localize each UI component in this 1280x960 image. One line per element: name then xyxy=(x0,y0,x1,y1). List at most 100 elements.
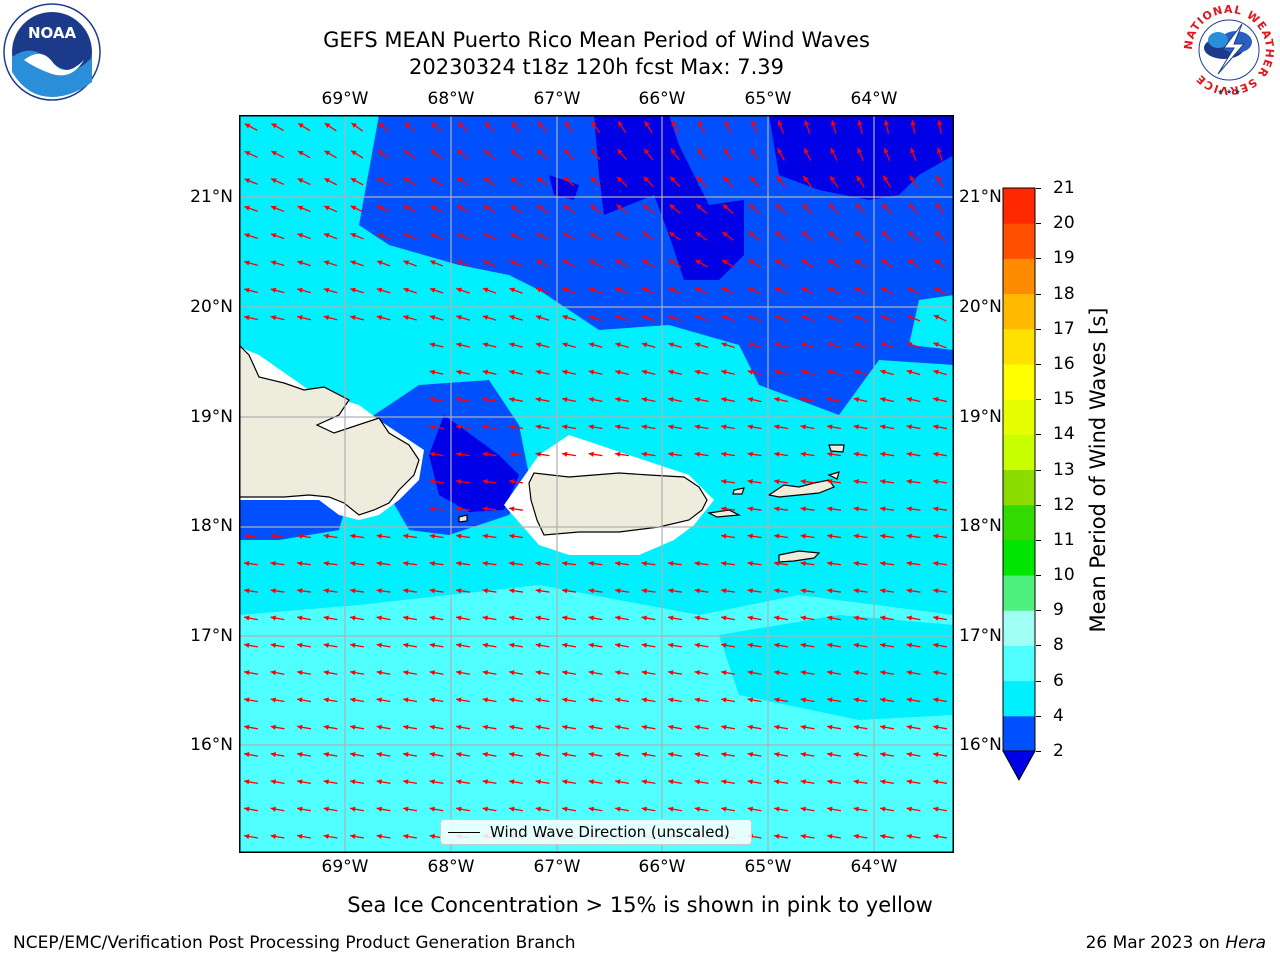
wind-wave-arrow xyxy=(535,724,550,730)
wind-wave-arrow xyxy=(403,287,417,294)
wind-wave-arrow xyxy=(694,724,709,730)
map-panel xyxy=(239,115,954,853)
wind-wave-arrow xyxy=(932,642,948,648)
wind-wave-arrow xyxy=(509,397,523,403)
wind-wave-arrow xyxy=(508,479,524,485)
lat-tick-right: 16°N xyxy=(959,735,1002,755)
wind-wave-arrow xyxy=(296,560,312,567)
wind-wave-arrow xyxy=(614,588,630,594)
wind-wave-arrow xyxy=(747,314,762,322)
wind-wave-arrow xyxy=(827,342,841,349)
wind-wave-arrow xyxy=(747,479,762,485)
wind-wave-arrow xyxy=(720,479,736,485)
wind-wave-arrow xyxy=(856,175,865,188)
chart-subtitle: 20230324 t18z 120h fcst Max: 7.39 xyxy=(409,55,784,79)
wind-wave-arrow xyxy=(932,588,948,594)
wind-wave-arrow xyxy=(616,176,628,187)
wind-wave-arrow xyxy=(430,177,443,186)
wind-wave-arrow xyxy=(403,177,417,186)
wind-wave-arrow xyxy=(535,397,550,403)
wind-wave-arrow xyxy=(641,806,656,812)
wind-wave-arrow xyxy=(669,176,681,188)
wind-wave-arrow xyxy=(270,779,285,785)
wind-wave-arrow xyxy=(642,231,655,241)
wind-wave-arrow xyxy=(615,397,629,403)
wind-wave-arrow xyxy=(826,615,842,621)
wind-wave-arrow xyxy=(696,148,707,161)
wind-wave-arrow xyxy=(430,149,443,160)
wind-wave-arrow xyxy=(933,369,947,376)
wind-wave-arrow xyxy=(297,122,311,132)
wind-wave-arrow xyxy=(667,588,683,594)
wind-wave-arrow xyxy=(906,533,921,539)
wind-wave-arrow xyxy=(773,642,789,648)
wind-wave-arrow xyxy=(429,779,444,785)
colorbar-tick xyxy=(1036,504,1041,506)
wind-wave-arrow xyxy=(853,506,868,512)
wind-wave-arrow xyxy=(402,615,418,621)
wind-wave-arrow xyxy=(826,779,842,785)
wind-wave-arrow xyxy=(615,287,629,295)
wind-wave-arrow xyxy=(773,506,789,512)
wind-wave-arrow xyxy=(800,833,815,840)
wind-wave-arrow xyxy=(564,121,574,133)
wind-wave-arrow xyxy=(509,260,523,267)
wind-wave-arrow xyxy=(803,147,812,161)
wind-wave-arrow xyxy=(694,397,709,403)
wind-wave-arrow xyxy=(270,150,285,159)
wind-wave-arrow xyxy=(376,670,391,676)
lon-tick-top: 68°W xyxy=(427,89,475,109)
wind-wave-arrow xyxy=(323,233,338,240)
wind-wave-arrow xyxy=(376,833,391,840)
wind-wave-arrow xyxy=(561,588,577,594)
wind-wave-arrow xyxy=(747,724,762,730)
wind-wave-arrow xyxy=(694,369,709,376)
colorbar-tick-label: 20 xyxy=(1053,213,1075,234)
wind-wave-arrow xyxy=(563,176,575,187)
wind-wave-arrow xyxy=(270,178,285,186)
wind-wave-arrow xyxy=(932,615,948,621)
wind-wave-arrow xyxy=(906,369,921,376)
wind-wave-arrow xyxy=(429,506,444,512)
wind-wave-arrow xyxy=(853,615,868,621)
wind-wave-arrow xyxy=(270,642,285,648)
nws-logo: NATIONAL WEATHER SERVICE ★ ★ ★ xyxy=(1182,3,1276,97)
wind-wave-arrow xyxy=(323,806,338,812)
wind-wave-arrow xyxy=(802,203,813,215)
wind-wave-arrow xyxy=(906,560,921,567)
wind-wave-arrow xyxy=(376,615,391,621)
wind-wave-arrow xyxy=(244,123,258,131)
wind-wave-arrow xyxy=(747,642,762,648)
wind-wave-arrow xyxy=(721,259,735,268)
wind-wave-arrow xyxy=(773,479,789,485)
wind-wave-arrow xyxy=(350,177,364,186)
wind-wave-arrow xyxy=(404,121,416,133)
wind-wave-arrow xyxy=(535,670,550,676)
wind-wave-arrow xyxy=(800,697,815,703)
colorbar-tick-label: 18 xyxy=(1053,283,1075,304)
wind-wave-arrow xyxy=(773,670,789,676)
wind-wave-arrow xyxy=(588,670,603,676)
wind-wave-arrow xyxy=(614,642,630,648)
wind-wave-arrow xyxy=(880,397,894,403)
wind-wave-arrow xyxy=(937,119,943,135)
wind-wave-arrow xyxy=(376,232,391,240)
wind-wave-arrow xyxy=(429,397,444,403)
wind-wave-arrow xyxy=(350,232,364,240)
wind-wave-arrow xyxy=(751,120,758,134)
wind-wave-arrow xyxy=(455,479,471,485)
wind-wave-arrow xyxy=(615,342,629,348)
wind-wave-arrow xyxy=(588,314,603,321)
wind-wave-arrow xyxy=(879,642,895,648)
wind-wave-arrow xyxy=(297,315,311,321)
wind-wave-arrow xyxy=(323,205,338,213)
wind-wave-arrow xyxy=(853,724,868,730)
island-small xyxy=(458,514,468,523)
wind-wave-arrow xyxy=(243,642,259,648)
wind-wave-arrow xyxy=(482,642,497,648)
wind-wave-arrow xyxy=(721,287,735,295)
wind-wave-arrow xyxy=(667,751,683,758)
wind-wave-arrow xyxy=(694,697,709,703)
wind-wave-arrow xyxy=(323,697,338,703)
wind-wave-arrow xyxy=(429,724,444,730)
